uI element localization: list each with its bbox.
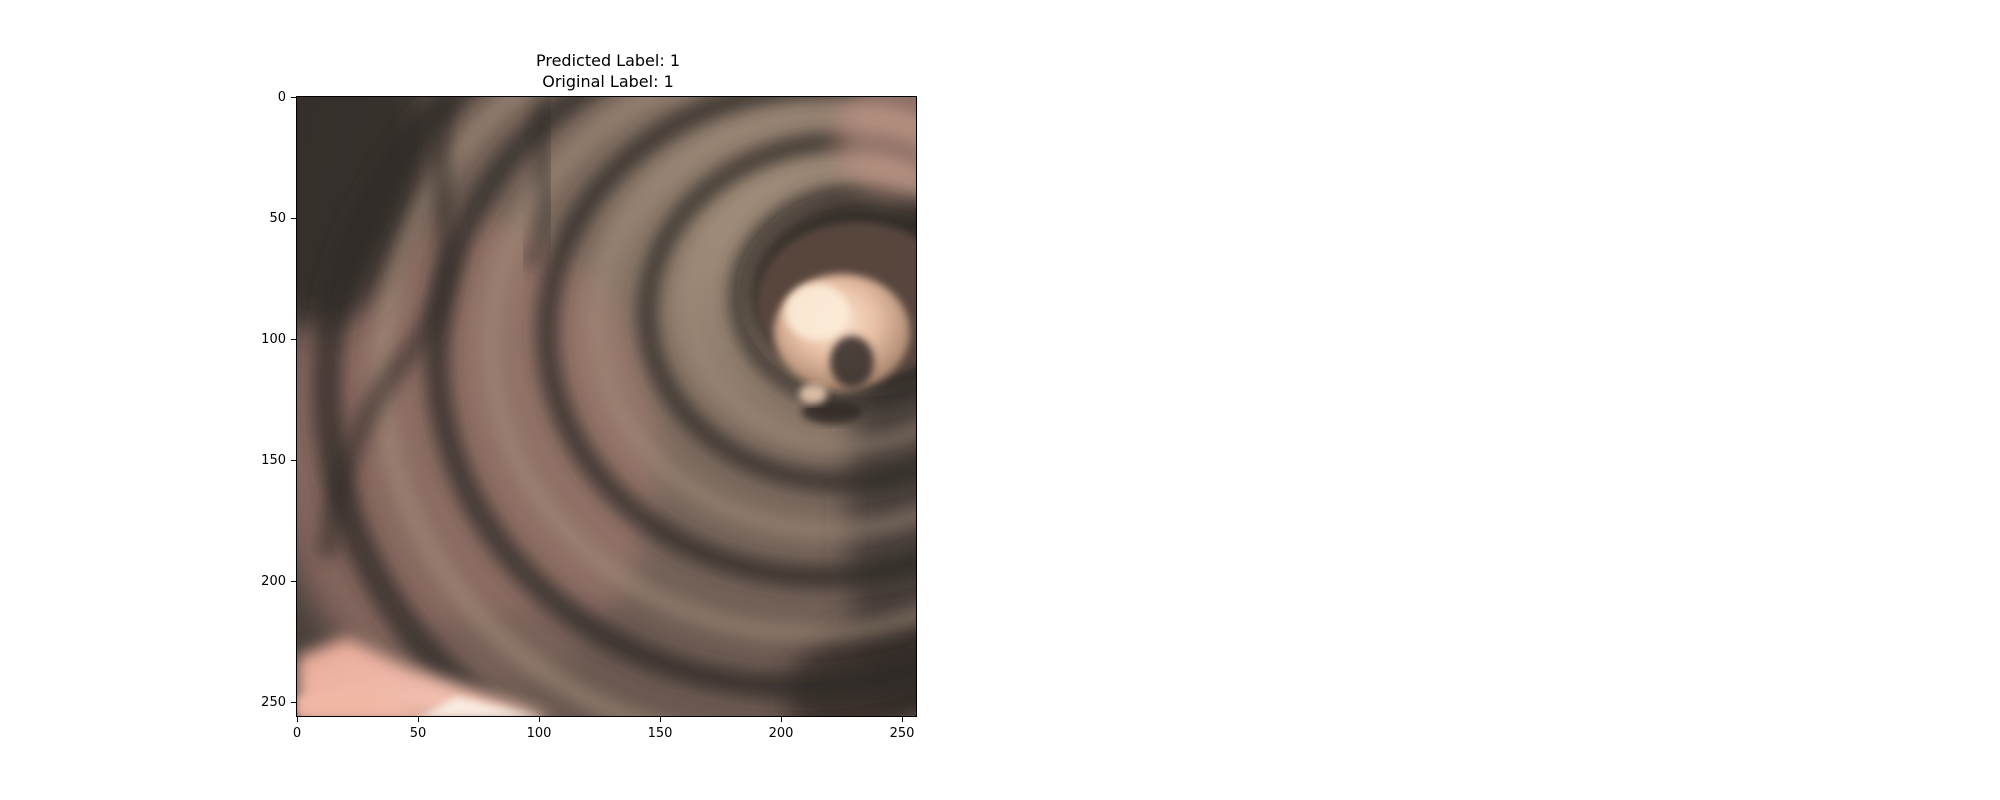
x-tick-label: 250 [889, 726, 915, 741]
x-tick-label: 0 [292, 726, 302, 741]
x-tick-mark [297, 717, 298, 722]
x-tick-label: 150 [647, 726, 673, 741]
x-tick-label: 200 [768, 726, 794, 741]
original-label-title: Original Label: 1 [542, 72, 674, 91]
x-tick-mark [660, 717, 661, 722]
y-tick-label: 0 [277, 90, 286, 105]
y-tick-mark [291, 581, 296, 582]
x-tick-mark [781, 717, 782, 722]
x-tick-mark [902, 717, 903, 722]
y-tick-mark [291, 339, 296, 340]
x-tick-mark [418, 717, 419, 722]
predicted-label-title: Predicted Label: 1 [535, 51, 680, 70]
y-tick-label: 50 [269, 211, 286, 226]
y-tick-label: 150 [261, 453, 286, 468]
y-tick-label: 250 [261, 695, 286, 710]
image-axes [296, 96, 917, 717]
y-tick-label: 200 [261, 574, 286, 589]
endoscopy-image [297, 97, 916, 716]
x-tick-mark [539, 717, 540, 722]
y-tick-mark [291, 460, 296, 461]
y-tick-mark [291, 218, 296, 219]
y-tick-mark [291, 702, 296, 703]
x-tick-label: 100 [526, 726, 552, 741]
y-tick-mark [291, 97, 296, 98]
y-tick-label: 100 [261, 332, 286, 347]
x-tick-label: 50 [409, 726, 427, 741]
